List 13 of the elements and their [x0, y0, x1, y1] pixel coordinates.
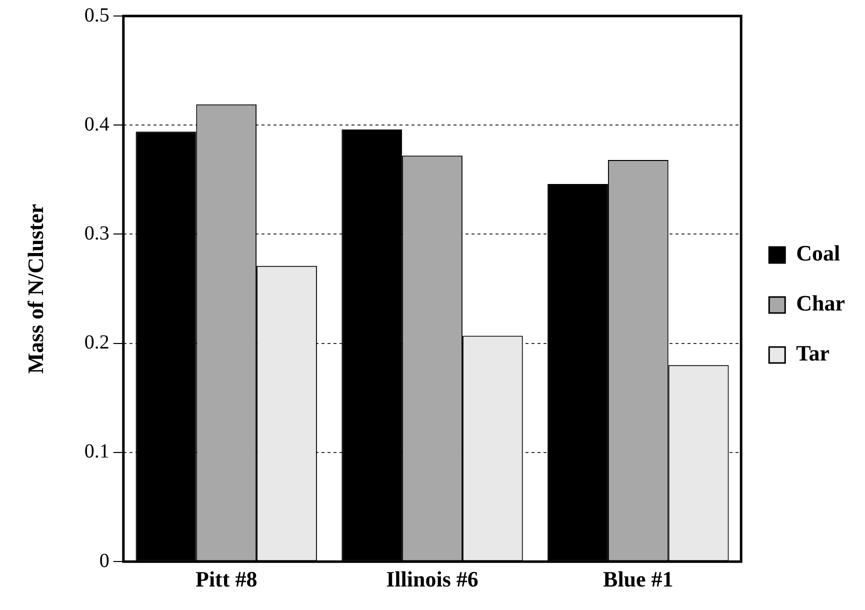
- x-tick-label: Blue #1: [603, 566, 674, 592]
- y-tick-label: 0.2: [84, 332, 110, 354]
- y-tick-label: 0.4: [84, 113, 110, 136]
- legend-label: Char: [796, 290, 846, 316]
- y-tick-label: 0.3: [84, 222, 110, 244]
- x-tick-label: Illinois #6: [386, 566, 478, 592]
- y-tick-label: 0.5: [84, 4, 110, 26]
- x-tick-label: Pitt #8: [196, 566, 258, 592]
- legend-label: Coal: [796, 240, 840, 266]
- legend-label: Tar: [796, 340, 830, 366]
- y-tick-label: 0.1: [84, 440, 110, 463]
- y-tick-label: 0: [99, 550, 110, 572]
- y-axis-title: Mass of N/Cluster: [22, 204, 48, 374]
